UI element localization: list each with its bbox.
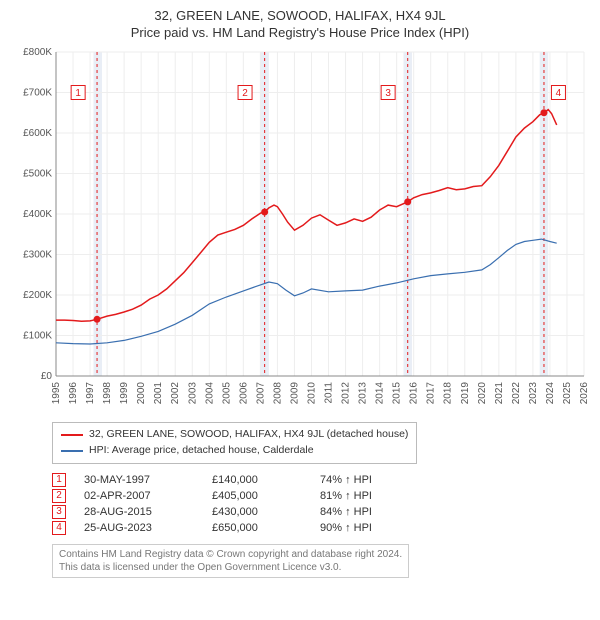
table-row: 4 25-AUG-2023 £650,000 90% ↑ HPI [52,520,590,536]
svg-text:£600K: £600K [23,128,52,139]
footer-line: This data is licensed under the Open Gov… [59,561,402,574]
svg-text:2005: 2005 [221,382,232,405]
svg-text:2018: 2018 [443,382,454,405]
row-marker: 2 [52,489,66,503]
footer: Contains HM Land Registry data © Crown c… [52,544,409,578]
svg-text:2011: 2011 [324,382,335,404]
page-title: 32, GREEN LANE, SOWOOD, HALIFAX, HX4 9JL [10,8,590,23]
svg-text:2019: 2019 [460,382,471,405]
svg-text:1: 1 [75,88,81,99]
row-price: £650,000 [212,522,302,534]
svg-text:£700K: £700K [23,88,52,99]
legend-swatch [61,450,83,452]
footer-line: Contains HM Land Registry data © Crown c… [59,548,402,561]
svg-text:2014: 2014 [375,382,386,405]
svg-text:2021: 2021 [494,382,505,405]
row-pct: 81% ↑ HPI [320,490,372,502]
svg-text:£800K: £800K [23,47,52,58]
svg-text:2008: 2008 [272,382,283,405]
row-marker: 4 [52,521,66,535]
svg-text:£500K: £500K [23,169,52,180]
svg-text:4: 4 [556,88,562,99]
svg-text:£300K: £300K [23,250,52,261]
svg-text:£400K: £400K [23,209,52,220]
svg-text:3: 3 [385,88,391,99]
svg-text:2016: 2016 [409,382,420,405]
row-price: £430,000 [212,506,302,518]
row-pct: 74% ↑ HPI [320,474,372,486]
row-price: £405,000 [212,490,302,502]
svg-text:2004: 2004 [204,382,215,405]
svg-text:£100K: £100K [23,331,52,342]
svg-text:1996: 1996 [68,382,79,405]
row-marker: 3 [52,505,66,519]
table-row: 1 30-MAY-1997 £140,000 74% ↑ HPI [52,472,590,488]
table-row: 3 28-AUG-2015 £430,000 84% ↑ HPI [52,504,590,520]
row-pct: 90% ↑ HPI [320,522,372,534]
svg-text:2026: 2026 [579,382,590,405]
svg-text:2007: 2007 [255,382,266,405]
row-date: 28-AUG-2015 [84,506,194,518]
svg-text:2010: 2010 [306,382,317,405]
svg-text:2013: 2013 [358,382,369,405]
svg-text:2015: 2015 [392,382,403,405]
svg-text:2003: 2003 [187,382,198,405]
svg-text:2002: 2002 [170,382,181,405]
sales-table: 1 30-MAY-1997 £140,000 74% ↑ HPI 2 02-AP… [52,472,590,536]
legend-swatch [61,434,83,436]
price-chart: £0 £100K £200K £300K £400K £500K £600K £700K £80… [10,46,590,416]
svg-text:2025: 2025 [562,382,573,405]
svg-text:2022: 2022 [511,382,522,405]
svg-text:2006: 2006 [238,382,249,405]
row-price: £140,000 [212,474,302,486]
svg-text:£200K: £200K [23,290,52,301]
svg-text:2024: 2024 [545,382,556,405]
svg-text:1999: 1999 [119,382,130,405]
svg-text:1995: 1995 [51,382,62,405]
legend-label: 32, GREEN LANE, SOWOOD, HALIFAX, HX4 9JL… [89,427,408,443]
legend-label: HPI: Average price, detached house, Cald… [89,443,314,459]
svg-text:2012: 2012 [341,382,352,405]
svg-text:2017: 2017 [426,382,437,405]
svg-text:1998: 1998 [102,382,113,405]
row-pct: 84% ↑ HPI [320,506,372,518]
svg-text:2023: 2023 [528,382,539,405]
legend-item: HPI: Average price, detached house, Cald… [61,443,408,459]
svg-text:2009: 2009 [289,382,300,405]
row-marker: 1 [52,473,66,487]
svg-text:2001: 2001 [153,382,164,405]
page-subtitle: Price paid vs. HM Land Registry's House … [10,25,590,40]
row-date: 30-MAY-1997 [84,474,194,486]
row-date: 02-APR-2007 [84,490,194,502]
svg-text:£0: £0 [41,371,53,382]
row-date: 25-AUG-2023 [84,522,194,534]
legend-item: 32, GREEN LANE, SOWOOD, HALIFAX, HX4 9JL… [61,427,408,443]
svg-text:1997: 1997 [85,382,96,405]
table-row: 2 02-APR-2007 £405,000 81% ↑ HPI [52,488,590,504]
svg-text:2020: 2020 [477,382,488,405]
legend: 32, GREEN LANE, SOWOOD, HALIFAX, HX4 9JL… [52,422,417,464]
svg-text:2: 2 [242,88,248,99]
svg-text:2000: 2000 [136,382,147,405]
